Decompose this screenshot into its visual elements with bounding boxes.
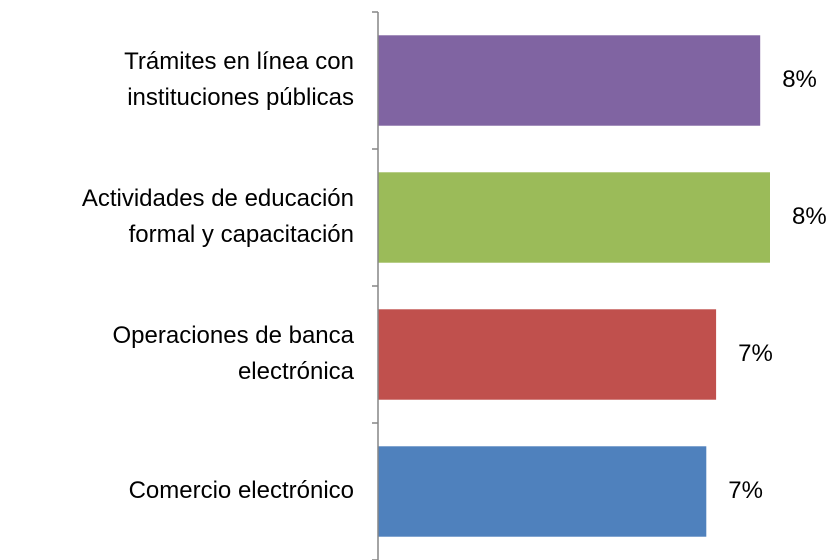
y-tick-label: Operaciones de banca bbox=[113, 322, 355, 349]
y-tick-label: electrónica bbox=[238, 358, 355, 385]
y-tick-label: Comercio electrónico bbox=[129, 477, 354, 504]
y-tick-label: Actividades de educación bbox=[82, 185, 354, 212]
y-tick-label: formal y capacitación bbox=[129, 221, 354, 248]
bar bbox=[378, 309, 717, 400]
bar bbox=[378, 172, 770, 263]
data-label: 7% bbox=[728, 477, 763, 504]
data-label: 8% bbox=[792, 203, 827, 230]
y-tick-label: instituciones públicas bbox=[127, 84, 354, 111]
data-label: 7% bbox=[738, 340, 773, 367]
bar bbox=[378, 35, 761, 126]
bar bbox=[378, 446, 707, 537]
data-label: 8% bbox=[782, 66, 817, 93]
y-tick-label: Trámites en línea con bbox=[124, 48, 354, 75]
